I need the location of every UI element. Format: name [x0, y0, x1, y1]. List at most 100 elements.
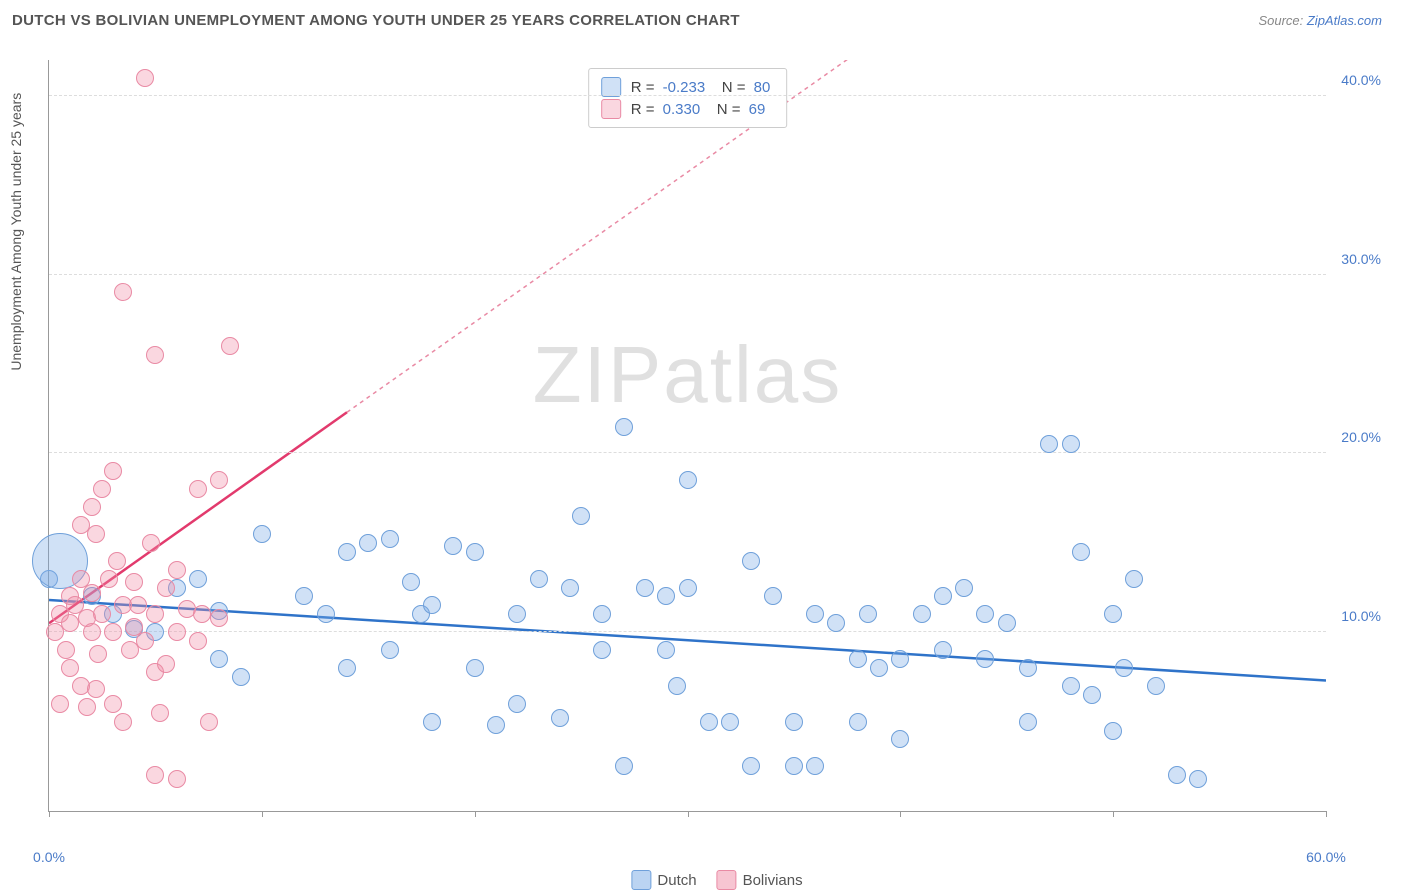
data-point [1125, 570, 1143, 588]
data-point [1147, 677, 1165, 695]
data-point [1168, 766, 1186, 784]
x-tick [262, 811, 263, 817]
dutch-stats: R = -0.233 N = 80 [631, 79, 775, 96]
bolivians-n-value: 69 [749, 101, 766, 118]
bolivians-r-value: 0.330 [663, 101, 701, 118]
data-point [679, 471, 697, 489]
y-tick-label: 40.0% [1341, 72, 1381, 88]
data-point [657, 587, 675, 605]
data-point [129, 596, 147, 614]
data-point [572, 507, 590, 525]
gridline [49, 95, 1326, 96]
gridline [49, 452, 1326, 453]
data-point [466, 543, 484, 561]
data-point [827, 614, 845, 632]
data-point [487, 716, 505, 734]
bolivians-stats: R = 0.330 N = 69 [631, 101, 770, 118]
n-label: N = [722, 79, 746, 96]
data-point [78, 698, 96, 716]
data-point [785, 713, 803, 731]
data-point [423, 713, 441, 731]
data-point [210, 650, 228, 668]
data-point [168, 561, 186, 579]
data-point [93, 605, 111, 623]
data-point [114, 713, 132, 731]
data-point [859, 605, 877, 623]
data-point [87, 680, 105, 698]
data-point [955, 579, 973, 597]
data-point [210, 609, 228, 627]
data-point [200, 713, 218, 731]
data-point [104, 462, 122, 480]
data-point [508, 695, 526, 713]
data-point [1072, 543, 1090, 561]
data-point [402, 573, 420, 591]
r-label: R = [631, 79, 655, 96]
data-point [189, 570, 207, 588]
data-point [891, 730, 909, 748]
data-point [359, 534, 377, 552]
data-point [615, 418, 633, 436]
bolivians-legend-swatch [717, 870, 737, 890]
data-point [142, 534, 160, 552]
dutch-legend-label: Dutch [657, 872, 696, 889]
n-label: N = [717, 101, 741, 118]
data-point [108, 552, 126, 570]
data-point [151, 704, 169, 722]
data-point [189, 632, 207, 650]
data-point [61, 614, 79, 632]
data-point [146, 766, 164, 784]
data-point [146, 605, 164, 623]
data-point [1062, 677, 1080, 695]
data-point [806, 605, 824, 623]
bolivians-swatch [601, 99, 621, 119]
data-point [146, 346, 164, 364]
x-tick-label: 60.0% [1306, 849, 1346, 865]
data-point [189, 480, 207, 498]
dutch-legend-swatch [631, 870, 651, 890]
dutch-n-value: 80 [754, 79, 771, 96]
series-legend: Dutch Bolivians [631, 870, 802, 890]
data-point [295, 587, 313, 605]
data-point [913, 605, 931, 623]
header: DUTCH VS BOLIVIAN UNEMPLOYMENT AMONG YOU… [0, 0, 1406, 37]
data-point [61, 659, 79, 677]
data-point [338, 659, 356, 677]
data-point [104, 695, 122, 713]
data-point [1062, 435, 1080, 453]
data-point [423, 596, 441, 614]
legend-item-dutch: Dutch [631, 870, 696, 890]
plot-area: ZIPatlas R = -0.233 N = 80 R = 0.330 N = [48, 60, 1326, 812]
correlation-row-bolivians: R = 0.330 N = 69 [601, 99, 775, 119]
data-point [168, 623, 186, 641]
data-point [136, 69, 154, 87]
dutch-r-value: -0.233 [663, 79, 706, 96]
data-point [232, 668, 250, 686]
gridline [49, 274, 1326, 275]
source-link[interactable]: ZipAtlas.com [1307, 13, 1382, 28]
data-point [381, 641, 399, 659]
x-tick [688, 811, 689, 817]
watermark: ZIPatlas [533, 329, 842, 421]
data-point [87, 525, 105, 543]
data-point [1115, 659, 1133, 677]
r-label: R = [631, 101, 655, 118]
data-point [114, 283, 132, 301]
source-prefix: Source: [1258, 13, 1306, 28]
data-point [57, 641, 75, 659]
data-point [1189, 770, 1207, 788]
x-tick [900, 811, 901, 817]
data-point [51, 695, 69, 713]
data-point [593, 641, 611, 659]
data-point [849, 713, 867, 731]
data-point [83, 498, 101, 516]
x-tick-label: 0.0% [33, 849, 65, 865]
data-point [83, 584, 101, 602]
data-point [593, 605, 611, 623]
data-point [508, 605, 526, 623]
data-point [636, 579, 654, 597]
data-point [381, 530, 399, 548]
data-point [742, 552, 760, 570]
legend-item-bolivians: Bolivians [717, 870, 803, 890]
data-point [466, 659, 484, 677]
